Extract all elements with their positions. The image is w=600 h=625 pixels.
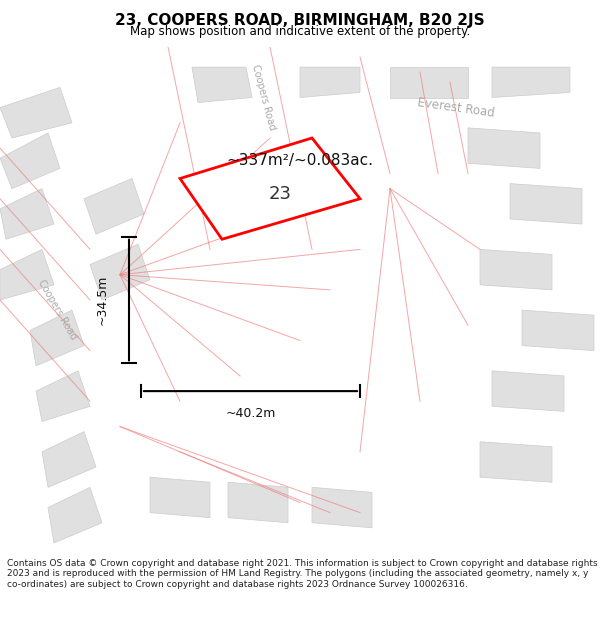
Polygon shape	[0, 249, 54, 300]
Polygon shape	[36, 371, 90, 421]
Polygon shape	[192, 67, 252, 102]
Polygon shape	[510, 184, 582, 224]
Polygon shape	[30, 310, 84, 366]
Polygon shape	[492, 67, 570, 98]
Polygon shape	[150, 478, 210, 518]
Text: ~337m²/~0.083ac.: ~337m²/~0.083ac.	[227, 153, 373, 168]
Text: 23, COOPERS ROAD, BIRMINGHAM, B20 2JS: 23, COOPERS ROAD, BIRMINGHAM, B20 2JS	[115, 13, 485, 28]
Polygon shape	[42, 432, 96, 488]
Polygon shape	[480, 442, 552, 483]
Polygon shape	[84, 179, 144, 234]
Text: ~34.5m: ~34.5m	[95, 275, 109, 325]
Polygon shape	[492, 371, 564, 411]
Polygon shape	[180, 138, 360, 239]
Text: Coopers Road: Coopers Road	[36, 278, 78, 342]
Text: ~40.2m: ~40.2m	[226, 408, 275, 421]
Text: 23: 23	[269, 185, 292, 202]
Polygon shape	[228, 482, 288, 522]
Text: Everest Road: Everest Road	[416, 96, 496, 119]
Polygon shape	[48, 488, 102, 543]
Polygon shape	[300, 67, 360, 98]
Polygon shape	[90, 244, 150, 300]
Polygon shape	[480, 249, 552, 290]
Polygon shape	[522, 310, 594, 351]
Polygon shape	[0, 88, 72, 138]
Polygon shape	[0, 133, 60, 189]
Text: Map shows position and indicative extent of the property.: Map shows position and indicative extent…	[130, 26, 470, 39]
Polygon shape	[0, 189, 54, 239]
Polygon shape	[312, 488, 372, 528]
Polygon shape	[468, 128, 540, 168]
Text: Coopers Road: Coopers Road	[250, 64, 278, 131]
Polygon shape	[390, 67, 468, 98]
Text: Contains OS data © Crown copyright and database right 2021. This information is : Contains OS data © Crown copyright and d…	[7, 559, 598, 589]
